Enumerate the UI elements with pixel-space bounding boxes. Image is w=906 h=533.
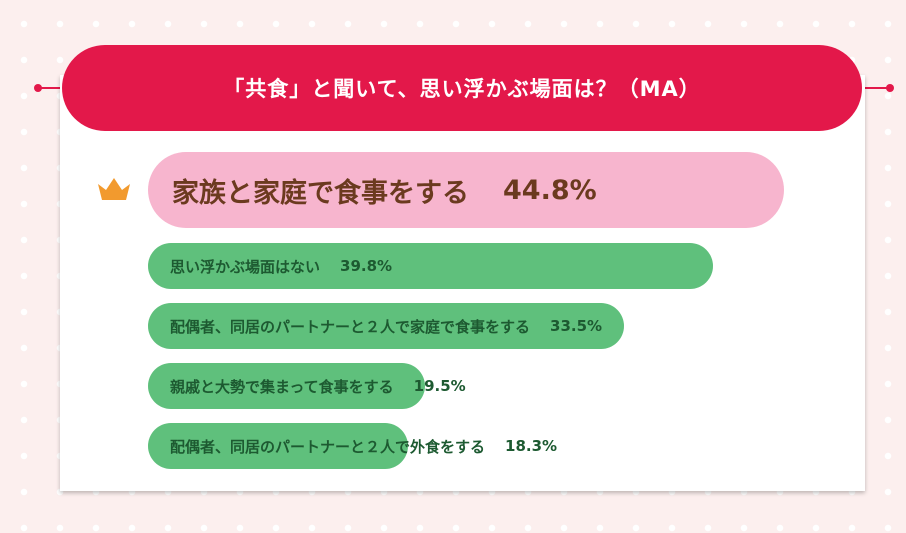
header-dot <box>886 84 894 92</box>
category-label: 思い浮かぶ場面はない <box>170 257 321 276</box>
value-label: 18.3% <box>505 437 558 455</box>
chart-title: 「共食」と聞いて、思い浮かぶ場面は？（MA） <box>62 45 862 131</box>
bar <box>148 423 408 469</box>
value-label: 33.5% <box>550 317 603 335</box>
bar-label: 配偶者、同居のパートナーと２人で家庭で食事をする 33.5% <box>170 303 602 349</box>
bar <box>148 152 785 228</box>
bar-label: 思い浮かぶ場面はない 39.8% <box>170 243 392 289</box>
category-label: 配偶者、同居のパートナーと２人で家庭で食事をする <box>170 317 531 336</box>
bar <box>148 243 714 289</box>
bar-label: 配偶者、同居のパートナーと２人で外食をする 18.3% <box>170 423 557 469</box>
category-label: 配偶者、同居のパートナーと２人で外食をする <box>170 437 486 456</box>
crown-icon <box>98 178 130 200</box>
bar <box>148 303 624 349</box>
bar-label: 親戚と大勢で集まって食事をする 19.5% <box>170 363 466 409</box>
header-dot <box>34 84 42 92</box>
category-label: 家族と家庭で食事をする <box>172 177 469 209</box>
value-label: 44.8% <box>503 174 597 206</box>
bar <box>148 363 425 409</box>
value-label: 39.8% <box>340 257 393 275</box>
bar-label: 家族と家庭で食事をする 44.8% <box>172 152 597 228</box>
category-label: 親戚と大勢で集まって食事をする <box>170 377 394 396</box>
value-label: 19.5% <box>413 377 466 395</box>
